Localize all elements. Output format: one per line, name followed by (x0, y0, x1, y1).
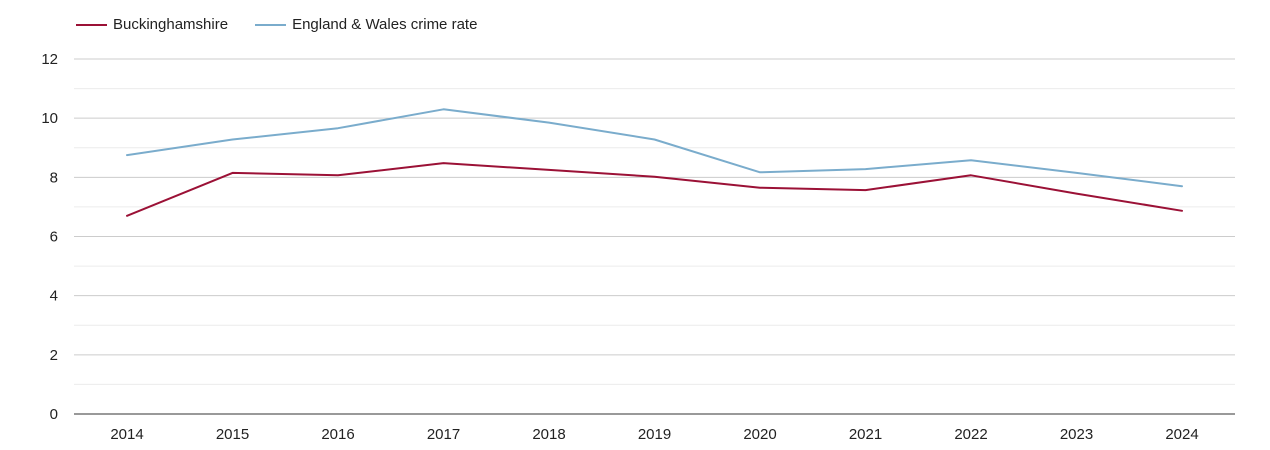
series-lines (124, 106, 1185, 219)
x-tick-label: 2014 (110, 426, 143, 443)
y-tick-label: 10 (41, 110, 58, 127)
y-tick-label: 8 (50, 169, 58, 186)
x-tick-label: 2023 (1060, 426, 1093, 443)
x-tick-label: 2016 (321, 426, 354, 443)
legend-item-england-wales[interactable]: England & Wales crime rate (255, 16, 477, 33)
data-point-england-wales-crime-rate[interactable] (441, 106, 447, 112)
y-tick-label: 0 (50, 406, 58, 423)
data-point-england-wales-crime-rate[interactable] (124, 152, 130, 158)
x-tick-label: 2019 (638, 426, 671, 443)
legend-label-buckinghamshire: Buckinghamshire (113, 16, 229, 33)
data-point-buckinghamshire[interactable] (335, 172, 341, 178)
data-point-buckinghamshire[interactable] (968, 172, 974, 178)
axes: 0 2 4 6 8 10 12 2014 2015 2016 2017 2018 2019 2020 202… (41, 51, 1235, 443)
series-line-buckinghamshire (126, 162, 1183, 217)
gridlines (74, 58, 1235, 385)
legend-swatch-buckinghamshire (76, 23, 107, 26)
legend-label-england-wales: England & Wales crime rate (292, 16, 478, 33)
y-tick-label: 4 (50, 288, 58, 305)
data-point-buckinghamshire[interactable] (230, 170, 236, 176)
legend-item-buckinghamshire[interactable]: Buckinghamshire (76, 16, 228, 33)
y-tick-label: 12 (41, 51, 58, 68)
x-tick-label: 2020 (743, 426, 776, 443)
x-tick-label: 2018 (532, 426, 565, 443)
data-point-england-wales-crime-rate[interactable] (230, 136, 236, 142)
data-point-buckinghamshire[interactable] (546, 167, 552, 173)
data-point-buckinghamshire[interactable] (441, 160, 447, 166)
data-point-england-wales-crime-rate[interactable] (652, 136, 658, 142)
data-point-buckinghamshire[interactable] (1179, 208, 1185, 214)
data-point-buckinghamshire[interactable] (124, 213, 130, 219)
data-point-england-wales-crime-rate[interactable] (968, 157, 974, 163)
x-tick-label: 2022 (954, 426, 987, 443)
x-tick-label: 2015 (216, 426, 249, 443)
data-point-england-wales-crime-rate[interactable] (1074, 170, 1080, 176)
data-point-england-wales-crime-rate[interactable] (757, 169, 763, 175)
legend-swatch-england-wales (255, 23, 287, 26)
y-tick-label: 2 (50, 347, 58, 364)
x-tick-label: 2021 (849, 426, 882, 443)
data-point-buckinghamshire[interactable] (757, 185, 763, 191)
series-line-england-wales-crime-rate (126, 108, 1183, 188)
x-tick-label: 2017 (427, 426, 460, 443)
data-point-england-wales-crime-rate[interactable] (863, 166, 869, 172)
data-point-england-wales-crime-rate[interactable] (1179, 183, 1185, 189)
legend: Buckinghamshire England & Wales crime ra… (76, 16, 504, 33)
data-point-buckinghamshire[interactable] (652, 174, 658, 180)
data-point-buckinghamshire[interactable] (863, 187, 869, 193)
data-point-england-wales-crime-rate[interactable] (335, 125, 341, 131)
data-point-buckinghamshire[interactable] (1074, 191, 1080, 197)
y-tick-label: 6 (50, 229, 58, 246)
x-tick-label: 2024 (1165, 426, 1198, 443)
data-point-england-wales-crime-rate[interactable] (546, 120, 552, 126)
